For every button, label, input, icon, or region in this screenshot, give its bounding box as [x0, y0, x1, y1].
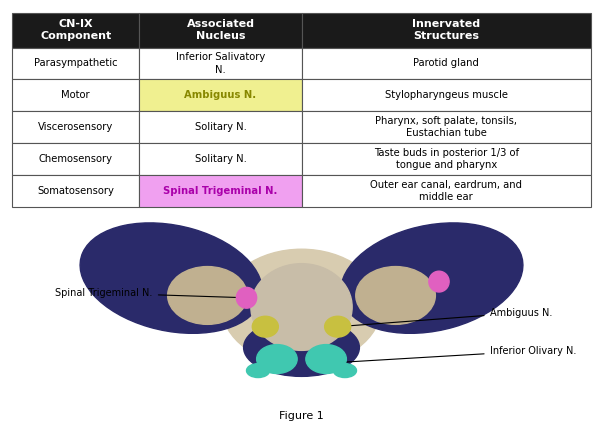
Ellipse shape	[341, 223, 523, 333]
Text: Solitary N.: Solitary N.	[195, 122, 247, 132]
FancyBboxPatch shape	[12, 48, 139, 79]
Text: Inferior Olivary N.: Inferior Olivary N.	[342, 346, 576, 364]
Text: Inferior Salivatory
N.: Inferior Salivatory N.	[176, 52, 265, 75]
Ellipse shape	[257, 345, 297, 374]
FancyBboxPatch shape	[12, 79, 139, 111]
FancyBboxPatch shape	[139, 79, 302, 111]
FancyBboxPatch shape	[139, 111, 302, 143]
FancyBboxPatch shape	[302, 79, 591, 111]
FancyBboxPatch shape	[12, 143, 139, 175]
Text: Somatosensory: Somatosensory	[37, 186, 114, 196]
Text: Spinal Trigeminal N.: Spinal Trigeminal N.	[163, 186, 277, 196]
Text: Stylopharyngeus muscle: Stylopharyngeus muscle	[385, 91, 508, 100]
Text: Motor: Motor	[62, 91, 90, 100]
Text: Ambiguus N.: Ambiguus N.	[342, 308, 552, 328]
Ellipse shape	[429, 271, 449, 292]
Text: Pharynx, soft palate, tonsils,
Eustachian tube: Pharynx, soft palate, tonsils, Eustachia…	[375, 116, 517, 139]
FancyBboxPatch shape	[302, 48, 591, 79]
Text: Associated
Nucleus: Associated Nucleus	[186, 19, 254, 41]
FancyBboxPatch shape	[12, 111, 139, 143]
Ellipse shape	[236, 287, 257, 308]
Text: Solitary N.: Solitary N.	[195, 154, 247, 164]
Text: Spinal Trigeminal N.: Spinal Trigeminal N.	[55, 288, 242, 300]
Text: Ambiguus N.: Ambiguus N.	[185, 91, 256, 100]
Ellipse shape	[244, 319, 359, 377]
Ellipse shape	[222, 249, 381, 365]
FancyBboxPatch shape	[139, 143, 302, 175]
Ellipse shape	[80, 223, 262, 333]
Ellipse shape	[251, 264, 352, 350]
FancyBboxPatch shape	[12, 175, 139, 207]
Text: Chemosensory: Chemosensory	[39, 154, 113, 164]
FancyBboxPatch shape	[302, 111, 591, 143]
Ellipse shape	[324, 316, 351, 337]
FancyBboxPatch shape	[139, 48, 302, 79]
Ellipse shape	[306, 345, 346, 374]
Ellipse shape	[247, 364, 270, 377]
Ellipse shape	[252, 316, 279, 337]
Text: CN-IX
Component: CN-IX Component	[40, 19, 112, 41]
FancyBboxPatch shape	[302, 175, 591, 207]
Text: Viscerosensory: Viscerosensory	[38, 122, 113, 132]
Text: Taste buds in posterior 1/3 of
tongue and pharynx: Taste buds in posterior 1/3 of tongue an…	[374, 148, 519, 170]
FancyBboxPatch shape	[302, 13, 591, 48]
Text: Innervated
Structures: Innervated Structures	[412, 19, 480, 41]
Text: Parotid gland: Parotid gland	[413, 59, 479, 68]
Ellipse shape	[168, 266, 247, 324]
FancyBboxPatch shape	[139, 13, 302, 48]
Text: Outer ear canal, eardrum, and
middle ear: Outer ear canal, eardrum, and middle ear	[370, 180, 522, 202]
FancyBboxPatch shape	[139, 175, 302, 207]
Text: Parasympathetic: Parasympathetic	[34, 59, 118, 68]
Text: Figure 1: Figure 1	[279, 411, 324, 421]
Ellipse shape	[333, 364, 356, 377]
Ellipse shape	[356, 266, 435, 324]
FancyBboxPatch shape	[302, 143, 591, 175]
FancyBboxPatch shape	[12, 13, 139, 48]
